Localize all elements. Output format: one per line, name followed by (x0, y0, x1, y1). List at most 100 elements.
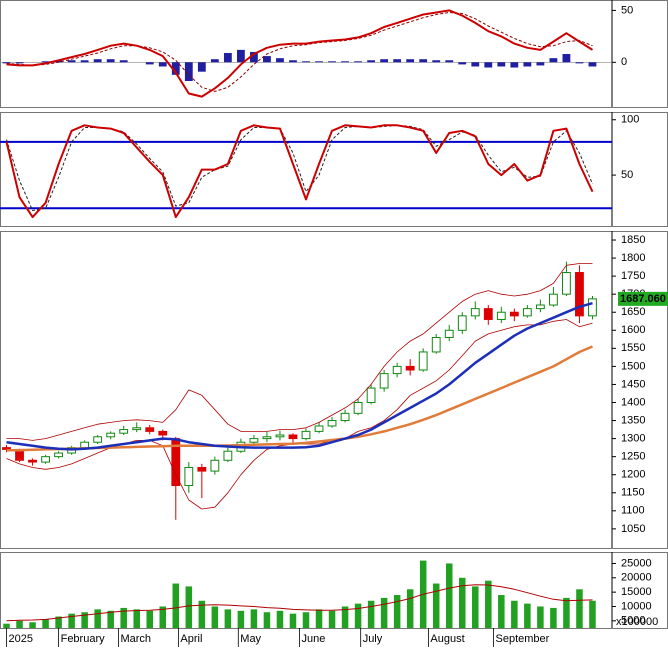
line-series (6, 12, 593, 92)
volume-bar (432, 583, 440, 628)
y-tick-label: 1150 (621, 487, 645, 499)
volume-bar (459, 577, 466, 628)
candle-body (132, 427, 142, 431)
volume-bar (589, 600, 596, 628)
histogram-bar (380, 59, 389, 63)
histogram-bar (67, 60, 76, 63)
volume-bar (445, 563, 453, 628)
volume-bar (563, 597, 570, 628)
x-tick-label: February (61, 633, 106, 645)
volume-bar (393, 595, 401, 628)
line-series (6, 263, 593, 441)
histogram-bar (367, 60, 376, 63)
volume-bar (524, 603, 531, 628)
volume-bar (146, 610, 153, 628)
candle-body (509, 311, 519, 317)
last-price-label: 1687.060 (620, 293, 666, 305)
candle-body (431, 337, 441, 353)
volume-bar (237, 610, 245, 628)
volume-bar (94, 609, 101, 628)
candle-body (288, 434, 298, 440)
histogram-bar (510, 62, 519, 68)
volume-bar (354, 603, 362, 628)
volume-bar (16, 620, 23, 628)
volume-bar (211, 606, 219, 628)
histogram-bar (458, 62, 467, 65)
histogram-bar (223, 52, 232, 63)
candle-body (522, 308, 532, 317)
y-tick-label: 1800 (621, 252, 645, 264)
y-tick-label: 100 (621, 114, 639, 126)
volume-bar (120, 607, 127, 628)
y-tick-label: 1300 (621, 433, 645, 445)
candle-body (575, 272, 584, 317)
y-tick-label: 1450 (621, 378, 645, 390)
volume-bar (68, 613, 75, 628)
volume-bar (289, 613, 297, 628)
volume-bar (367, 600, 375, 628)
histogram-bar (445, 60, 454, 63)
histogram-bar (588, 62, 597, 67)
line-series (5, 124, 594, 219)
candle-body (496, 311, 506, 320)
candle-body (470, 308, 480, 317)
histogram-bar (562, 54, 571, 63)
histogram-bar (536, 62, 545, 66)
y-tick-label: 25000 (621, 557, 652, 569)
histogram-bar (106, 59, 115, 63)
y-tick-label: 1500 (621, 360, 645, 372)
histogram-bar (15, 62, 24, 64)
histogram-bar (523, 62, 532, 67)
histogram-bar (80, 60, 89, 63)
histogram-bar (276, 58, 284, 63)
candle-body (41, 456, 50, 463)
histogram-bar (263, 56, 271, 63)
histogram-bar (289, 60, 297, 63)
histogram-bar (328, 61, 336, 63)
candle-body (262, 436, 272, 440)
line-series (6, 319, 593, 510)
histogram-bar (171, 62, 180, 75)
histogram-bar (302, 61, 310, 63)
volume-bar (341, 606, 349, 628)
volume-bar (511, 600, 518, 628)
candle-body (392, 365, 402, 375)
volume-bar (55, 616, 62, 628)
candle-body (457, 315, 467, 331)
y-tick-label: 1600 (621, 324, 645, 336)
histogram-bar (41, 61, 50, 63)
candle-body (418, 351, 428, 371)
candle-body (106, 432, 116, 438)
histogram-bar (549, 58, 558, 63)
volume-bar (406, 589, 414, 628)
x-tick-label: July (363, 633, 383, 645)
candle-body (444, 329, 454, 339)
candle-body (210, 459, 220, 472)
candle-body (314, 425, 324, 432)
y-tick-label: 1650 (621, 306, 645, 318)
candle-body (93, 436, 103, 443)
last-price-box (618, 291, 668, 306)
histogram-bar (2, 62, 11, 64)
histogram-bar (406, 59, 415, 63)
histogram-bar (471, 62, 480, 67)
histogram-bar (250, 51, 258, 63)
candle-body (379, 373, 389, 389)
candle-body (145, 427, 155, 432)
y-tick-label: 1850 (621, 234, 645, 246)
candle-body (562, 272, 571, 295)
candle-body (275, 434, 285, 438)
candle-body (366, 387, 376, 403)
histogram-bar (393, 59, 402, 63)
y-tick-label: 1400 (621, 396, 645, 408)
line-series (6, 301, 593, 451)
volume-bar (537, 606, 544, 628)
candle-body (158, 430, 168, 436)
histogram-bar (497, 62, 506, 67)
histogram-bar (432, 60, 441, 63)
x-tick-label: August (430, 633, 464, 645)
volume-bar (472, 586, 479, 628)
candle-body (184, 466, 194, 487)
x-tick-label: May (240, 633, 261, 645)
candle-body (119, 429, 129, 434)
